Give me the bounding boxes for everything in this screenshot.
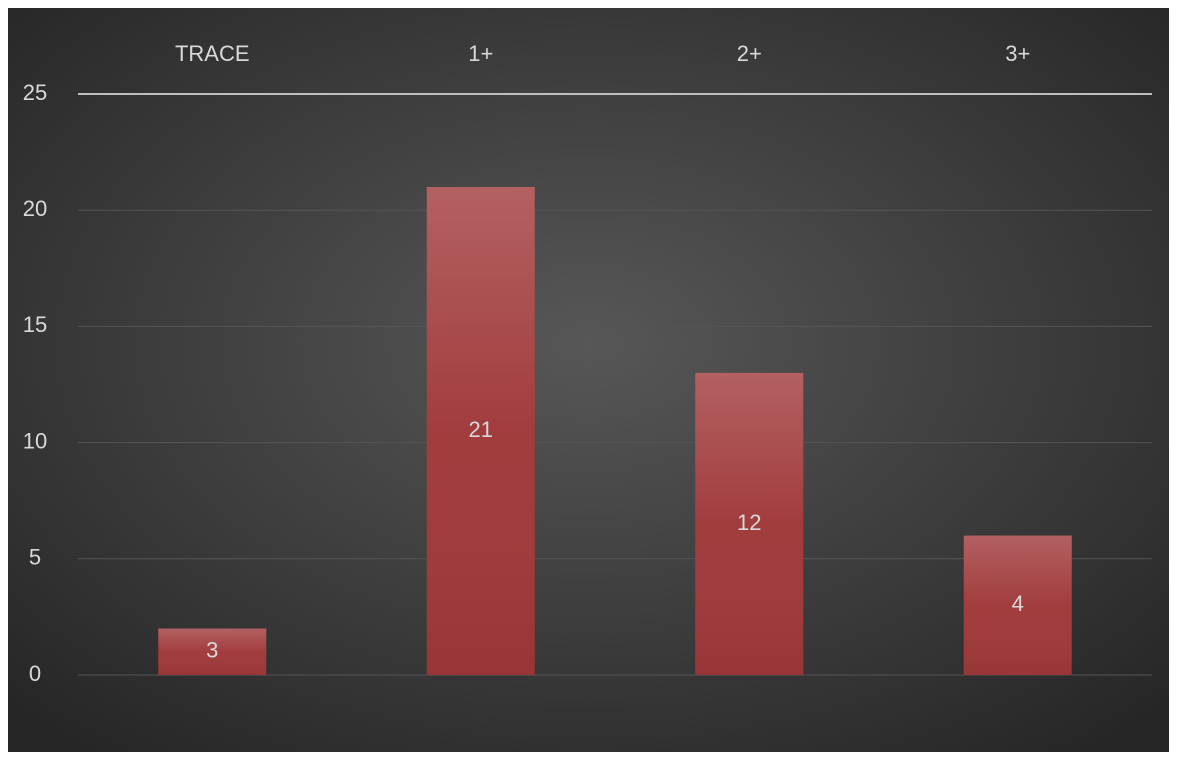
bar-shade xyxy=(695,372,804,675)
y-tick-label: 20 xyxy=(23,196,47,221)
x-tick-label: TRACE xyxy=(175,41,250,66)
data-label: 4 xyxy=(1012,591,1024,616)
data-label: 3 xyxy=(206,638,218,663)
x-tick-label: 3+ xyxy=(1005,41,1030,66)
y-tick-label: 15 xyxy=(23,312,47,337)
data-label: 21 xyxy=(469,417,493,442)
y-tick-label: 25 xyxy=(23,80,47,105)
y-tick-label: 5 xyxy=(29,545,41,570)
data-label: 12 xyxy=(737,510,761,535)
y-tick-label: 10 xyxy=(23,428,47,453)
bar-shade xyxy=(426,186,535,675)
x-tick-label: 2+ xyxy=(737,41,762,66)
y-tick-label: 0 xyxy=(29,661,41,686)
x-tick-label: 1+ xyxy=(468,41,493,66)
bar-shade xyxy=(963,535,1072,675)
bar-shade xyxy=(158,628,267,675)
